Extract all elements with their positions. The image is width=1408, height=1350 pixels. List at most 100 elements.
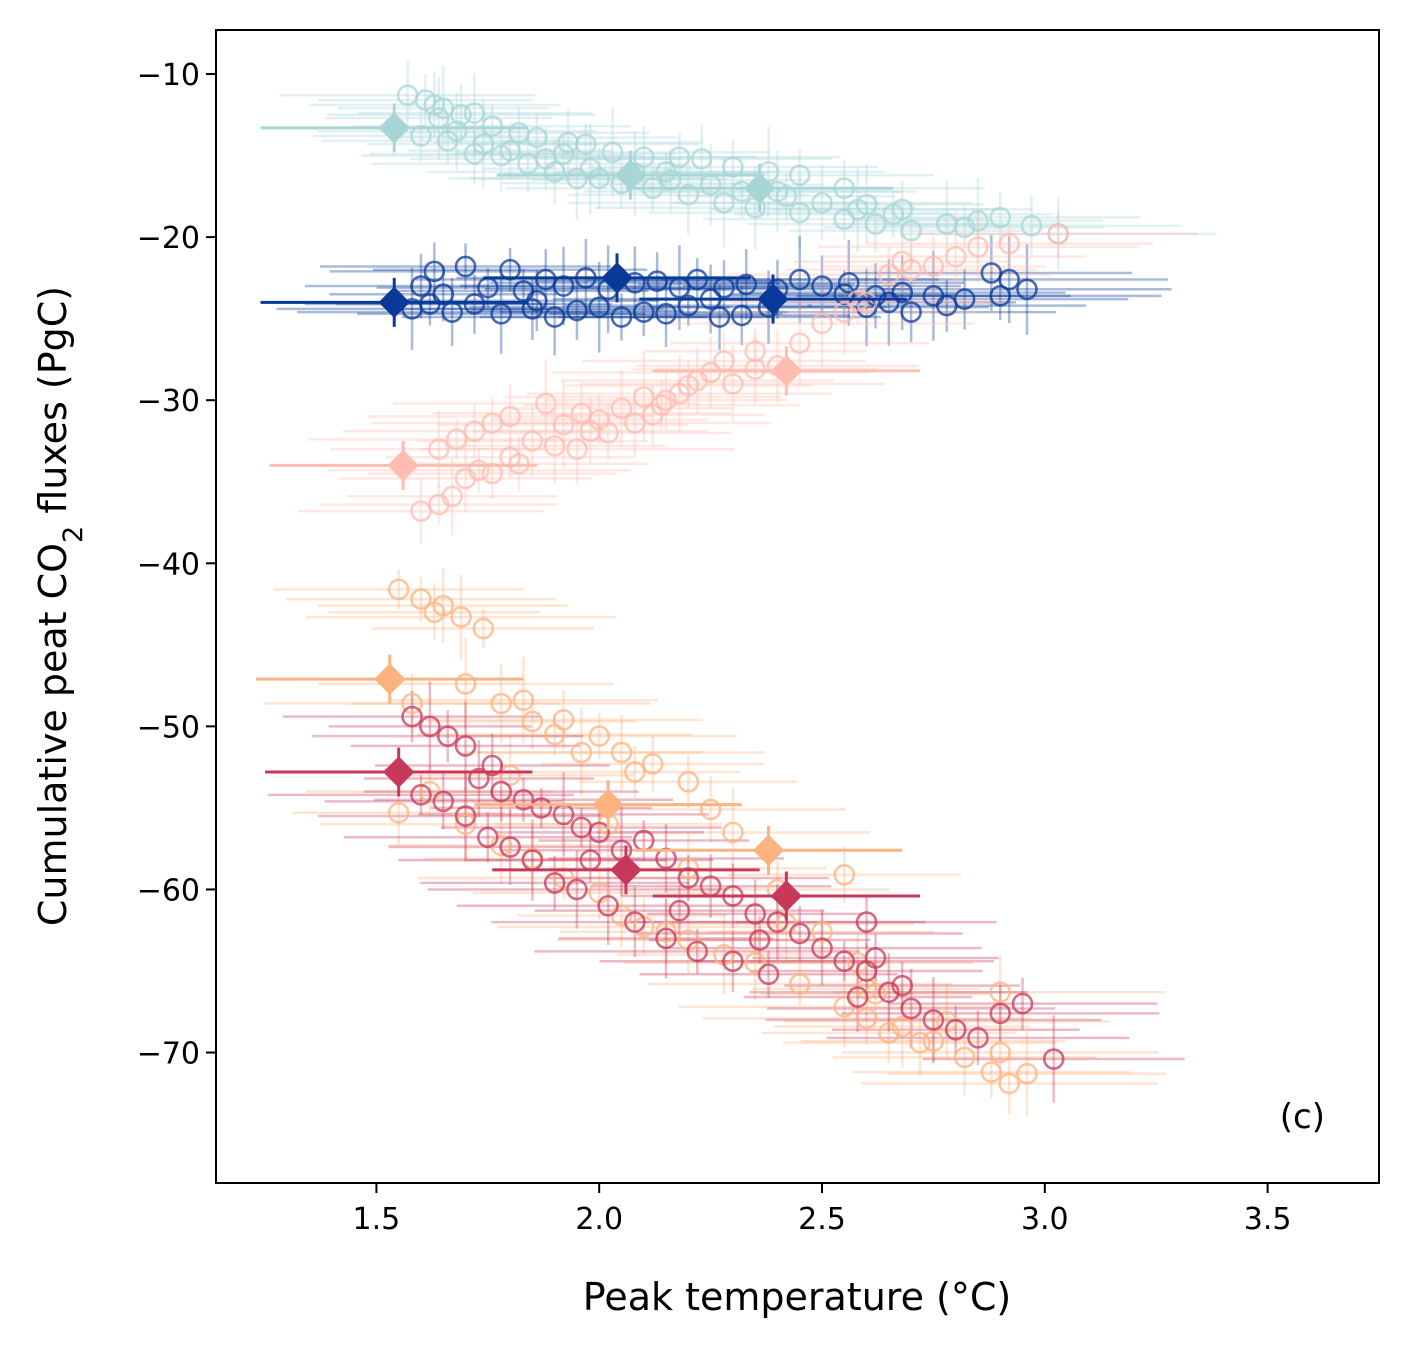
data-point (543, 435, 566, 457)
x-tick-label: 2.5 (798, 1202, 846, 1237)
data-point (967, 236, 989, 258)
data-point (882, 203, 905, 226)
x-tick-label: 3.0 (1021, 1202, 1069, 1237)
data-point (499, 836, 521, 858)
data-point (450, 606, 472, 628)
data-point (508, 453, 530, 475)
data-point (521, 710, 544, 733)
data-point (468, 459, 490, 482)
data-point (690, 148, 713, 170)
mean-diamond-marker (378, 286, 410, 319)
data-point (454, 255, 477, 278)
data-point (512, 689, 535, 712)
data-point (472, 133, 495, 155)
data-point (998, 268, 1020, 291)
data-point (722, 950, 744, 973)
data-point (699, 798, 722, 821)
data-point (436, 725, 459, 747)
data-point (788, 164, 811, 186)
data-point (735, 273, 758, 296)
data-point (1011, 992, 1034, 1015)
data-point (655, 927, 677, 950)
data-point (855, 1007, 878, 1030)
data-point (655, 161, 677, 183)
data-point (744, 340, 766, 363)
data-point (499, 139, 521, 162)
mean-diamond-marker (387, 449, 419, 482)
data-point (481, 754, 504, 777)
data-point (468, 767, 490, 790)
x-tick-label: 2.0 (575, 1202, 623, 1237)
points-layer (387, 84, 1069, 1095)
data-point (833, 950, 856, 973)
axes-layer: 1.5 2.0 2.5 3.0 3.5 −10 −20 −30 −40 −50 −60 −70 (137, 29, 1380, 1237)
data-point (855, 911, 878, 933)
data-point (989, 285, 1012, 307)
data-point (878, 981, 900, 1003)
data-point (419, 293, 441, 315)
data-point (597, 894, 619, 917)
data-point (909, 1031, 931, 1054)
y-tick-label: −30 (137, 384, 200, 419)
data-point (864, 947, 887, 969)
data-point (989, 206, 1012, 229)
data-point (922, 255, 945, 278)
data-point (512, 788, 535, 811)
data-point (891, 1015, 914, 1038)
data-point (499, 764, 521, 787)
mean-diamond-marker (614, 159, 647, 191)
data-point (677, 183, 700, 206)
data-point (432, 594, 455, 617)
data-point (419, 715, 441, 738)
data-point (552, 709, 575, 731)
mean-diamond-marker (770, 355, 803, 387)
data-point (445, 120, 468, 142)
data-point (1047, 223, 1069, 245)
diamonds-layer (256, 103, 921, 921)
mean-diamond-marker (601, 262, 633, 294)
data-point (566, 438, 588, 460)
data-point (846, 289, 869, 312)
data-point (650, 394, 673, 416)
mean-diamond-marker (770, 880, 803, 912)
data-point (601, 141, 624, 164)
y-axis-label: Cumulative peat CO2 fluxes (PgC) (31, 286, 89, 926)
data-point (432, 790, 455, 813)
data-point (387, 802, 410, 824)
data-point (744, 903, 766, 925)
data-point (1020, 214, 1043, 237)
data-point (686, 268, 709, 291)
mean-diamond-marker (752, 834, 785, 867)
data-point (534, 392, 557, 415)
mean-diamond-marker (382, 756, 415, 788)
data-point (922, 1009, 945, 1031)
data-point (632, 386, 655, 408)
data-point (1016, 278, 1038, 301)
data-point (410, 784, 432, 806)
data-point (811, 192, 833, 214)
data-point (677, 294, 700, 317)
y-axis-label-subscript: 2 (58, 526, 89, 543)
data-point (1016, 1062, 1038, 1085)
x-tick-label: 3.5 (1244, 1202, 1292, 1237)
data-point (521, 430, 544, 452)
data-point (811, 921, 833, 943)
x-axis-label: Peak temperature (°C) (583, 1275, 1011, 1319)
data-point (788, 268, 811, 291)
data-point (454, 813, 477, 836)
data-point (410, 588, 432, 610)
mean-diamond-marker (610, 854, 642, 886)
data-point (788, 922, 811, 945)
data-point (668, 899, 691, 922)
mean-diamond-marker (374, 663, 406, 695)
data-point (477, 826, 499, 849)
data-point (588, 725, 611, 747)
data-point (387, 578, 410, 601)
mean-diamond-marker (743, 172, 776, 204)
data-point (953, 1046, 976, 1069)
data-point (989, 981, 1012, 1003)
data-point (811, 312, 833, 335)
data-point (998, 1072, 1020, 1095)
